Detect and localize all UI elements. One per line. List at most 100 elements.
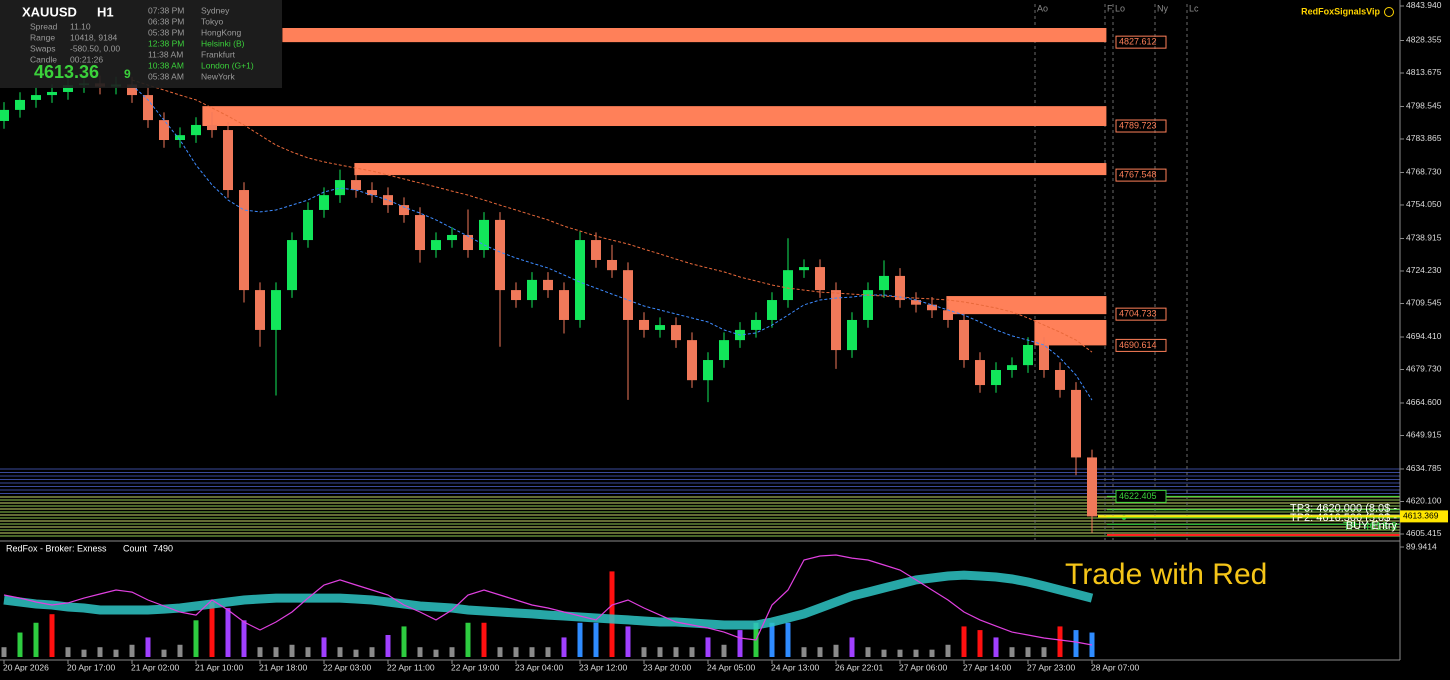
candle-body <box>479 219 489 251</box>
histogram-bar <box>721 644 727 657</box>
candle-body <box>223 130 233 191</box>
histogram-bar <box>17 632 23 657</box>
zone-label: 4704.733 <box>1119 309 1157 319</box>
signal-line <box>3 554 1093 646</box>
y-tick-label: 4738.915 <box>1406 233 1442 243</box>
candle-body <box>463 234 473 251</box>
y-tick-label: 4679.730 <box>1406 364 1442 374</box>
candle-body <box>655 325 665 330</box>
candle-body <box>783 270 793 301</box>
count-label: Count <box>123 543 148 553</box>
zone-label-box <box>1115 338 1167 352</box>
candle-body <box>1039 344 1049 370</box>
y-tick-label: 89.9414 <box>1406 541 1437 551</box>
candle-body <box>831 290 841 351</box>
zone-label: 4827.612 <box>1119 37 1157 47</box>
x-tick-label: 21 Apr 02:00 <box>131 662 179 672</box>
candle-body <box>143 95 153 121</box>
zone <box>354 163 1107 176</box>
brand: RedFoxSignalsVip <box>1301 6 1380 16</box>
stat-label: Range <box>30 32 55 42</box>
histogram-bar <box>289 644 295 657</box>
histogram-bar <box>369 647 375 657</box>
histogram-bar <box>929 649 935 657</box>
zone-label: 4767.548 <box>1119 169 1157 179</box>
candle-body <box>767 300 777 320</box>
histogram-bar <box>1009 647 1015 657</box>
candle-body <box>943 310 953 320</box>
histogram-bar <box>449 647 455 657</box>
histogram-bar <box>49 614 55 657</box>
histogram-bar <box>705 637 711 657</box>
symbol: XAUUSD <box>22 4 77 19</box>
zone-label: 4690.614 <box>1119 340 1157 350</box>
x-tick-label: 21 Apr 18:00 <box>259 662 307 672</box>
histogram-bar <box>161 649 167 657</box>
histogram-bar <box>33 622 39 657</box>
x-tick-label: 27 Apr 14:00 <box>963 662 1011 672</box>
histogram-bar <box>81 649 87 657</box>
histogram-bar <box>657 647 663 657</box>
y-tick-label: 4768.730 <box>1406 167 1442 177</box>
histogram-bar <box>593 622 599 657</box>
histogram-bar <box>417 647 423 657</box>
stat-value: 00:21:26 <box>70 54 103 64</box>
session-city: HongKong <box>201 27 241 37</box>
y-tick-label: 4754.050 <box>1406 199 1442 209</box>
candle-body <box>511 290 521 301</box>
candle-body <box>175 135 185 141</box>
candle-body <box>159 120 169 141</box>
zone-label-box <box>1115 119 1167 133</box>
x-tick-label: 27 Apr 06:00 <box>899 662 947 672</box>
candle-body <box>15 99 25 110</box>
histogram-bar <box>193 620 199 657</box>
x-tick-label: 22 Apr 11:00 <box>387 662 435 672</box>
current-price-tag <box>1400 510 1448 523</box>
histogram-bar <box>241 620 247 657</box>
histogram-bar <box>881 649 887 657</box>
histogram-bar <box>97 647 103 657</box>
x-tick-label: 22 Apr 19:00 <box>451 662 499 672</box>
histogram-bar <box>1041 647 1047 657</box>
candle-body <box>271 290 281 330</box>
level-label-box <box>1115 489 1167 503</box>
histogram-bar <box>65 647 71 657</box>
stat-label: Candle <box>30 54 57 64</box>
session-time: 11:38 AM <box>148 49 183 59</box>
x-tick-label: 26 Apr 22:01 <box>835 662 883 672</box>
zone <box>1034 319 1107 346</box>
moving-average <box>131 84 1093 401</box>
session-time: 05:38 AM <box>148 71 184 81</box>
candle-body <box>335 180 345 196</box>
y-tick-label: 4813.675 <box>1406 67 1442 77</box>
histogram-bar <box>561 637 567 657</box>
candle-body <box>127 84 137 96</box>
candle-body <box>591 240 601 260</box>
histogram-bar <box>641 647 647 657</box>
candle-body <box>239 190 249 291</box>
info-panel <box>0 0 282 88</box>
session-time: 10:38 AM <box>148 60 184 70</box>
histogram-bar <box>897 649 903 657</box>
candle-body <box>207 124 217 131</box>
histogram-bar <box>481 622 487 657</box>
candle-body <box>847 319 857 351</box>
candle-body <box>287 240 297 291</box>
y-tick-label: 4783.865 <box>1406 133 1442 143</box>
candle-body <box>751 319 761 330</box>
histogram-bar <box>1073 630 1079 657</box>
candle-body <box>415 215 425 251</box>
stat-value: -580.50, 0.00 <box>70 43 120 53</box>
price-plot: Ao F Lo Ny Lc 4827.612 4789.723 4767.548 4704.73… <box>0 3 1400 540</box>
histogram-bar <box>337 647 343 657</box>
candle-body <box>0 109 9 121</box>
session-time: 07:38 PM <box>148 5 184 15</box>
histogram-bar <box>513 647 519 657</box>
zone-label-box <box>1115 168 1167 182</box>
y-tick-label: 4828.355 <box>1406 35 1442 45</box>
candle-body <box>1071 389 1081 458</box>
ribbon-band <box>3 570 1094 630</box>
y-tick-label: 4620.100 <box>1406 496 1442 506</box>
histogram-bar <box>465 622 471 657</box>
candle-body <box>863 290 873 320</box>
